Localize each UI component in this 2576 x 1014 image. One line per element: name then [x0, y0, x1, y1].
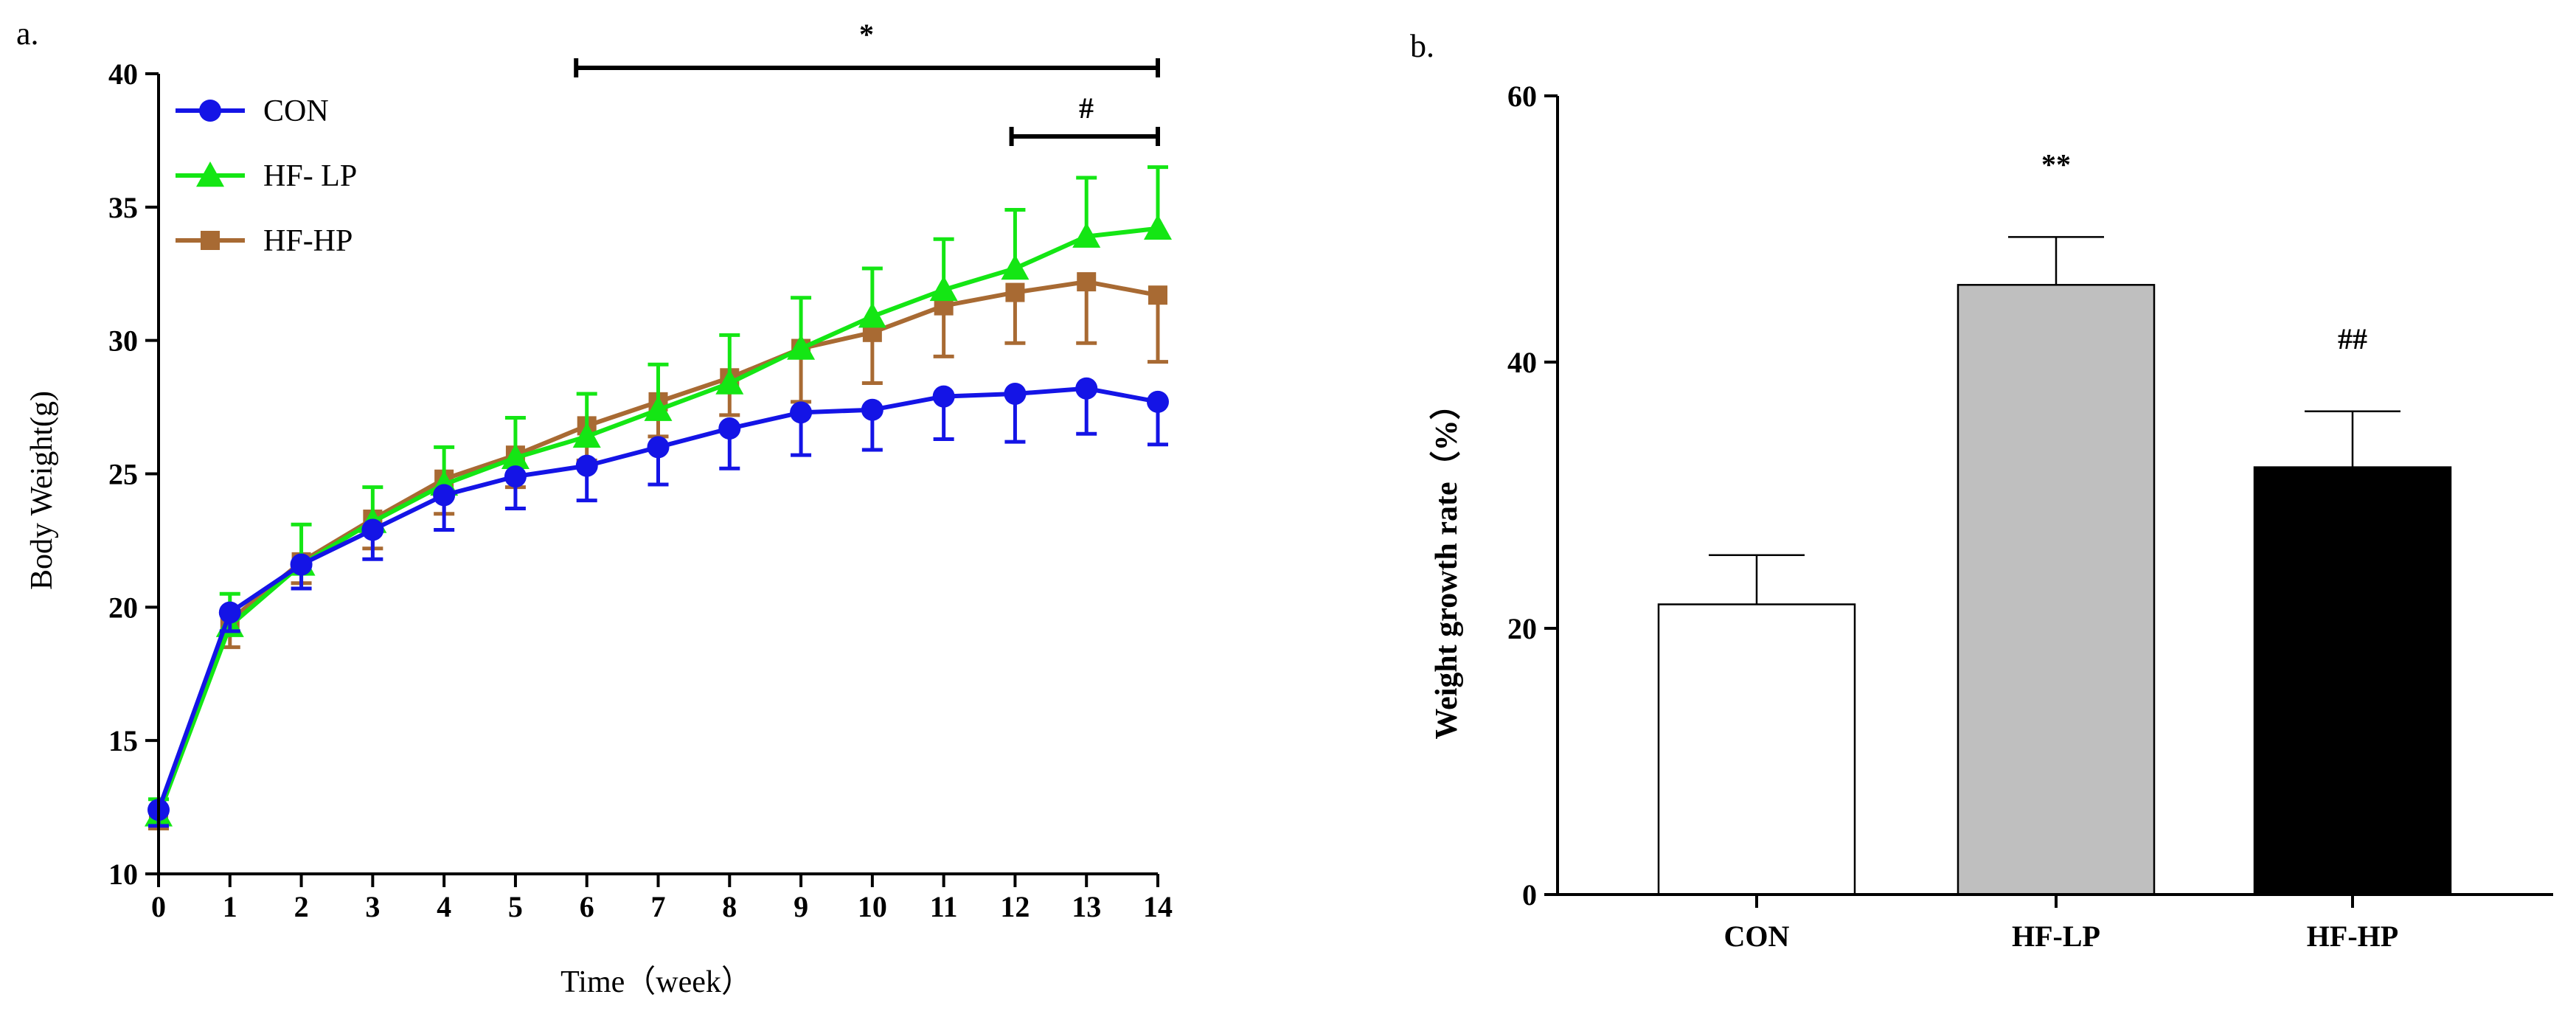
data-point	[290, 553, 313, 576]
y-tick-label: 10	[108, 858, 138, 891]
data-point	[647, 436, 670, 459]
data-point	[361, 518, 384, 541]
panel-a-label: a.	[16, 15, 39, 52]
series-line	[156, 226, 1159, 816]
x-tick-label: 0	[151, 890, 166, 923]
data-point	[1005, 282, 1025, 302]
series-con	[147, 377, 1169, 828]
category-label: HF-LP	[2012, 920, 2100, 953]
x-tick-label: 2	[294, 890, 309, 923]
series-line	[156, 279, 1159, 816]
data-point	[218, 601, 241, 624]
x-tick-label: 5	[508, 890, 523, 923]
x-axis-title: Time（week）	[560, 965, 752, 999]
panel-b-bar-chart: b. ** ## CON HF-LP HF-HP 0 20 40 60 Weight grow…	[1410, 28, 2553, 953]
y-tick-label: 30	[108, 324, 138, 358]
data-point	[929, 275, 958, 302]
data-point	[1148, 285, 1167, 305]
y-axis-title: Body Weight(g)	[25, 391, 59, 590]
significance-label: ##	[2338, 322, 2367, 355]
data-point	[433, 484, 456, 507]
y-tick-label: 40	[1507, 346, 1537, 379]
bar-hf-hp	[2253, 466, 2452, 896]
panel-b-label: b.	[1410, 28, 1434, 64]
y-tick-label: 20	[1507, 612, 1537, 645]
data-point	[1072, 222, 1101, 248]
category-label: CON	[1724, 920, 1790, 953]
y-tick-label: 25	[108, 458, 138, 491]
data-point	[787, 334, 816, 360]
bar-hf-lp	[1957, 284, 2156, 896]
data-point	[504, 465, 527, 488]
series-hf-lp	[145, 165, 1172, 827]
y-tick-label: 40	[108, 58, 138, 91]
data-point	[575, 454, 598, 477]
legend-label: HF- LP	[263, 159, 357, 193]
data-point	[1004, 383, 1027, 405]
x-tick-label: 6	[580, 890, 594, 923]
data-point	[1077, 272, 1097, 292]
bar-con	[1657, 603, 1856, 896]
data-point	[861, 398, 883, 421]
x-tick-label: 11	[930, 890, 958, 923]
legend-marker	[201, 231, 220, 250]
data-point	[1147, 390, 1169, 413]
legend: CON HF- LP HF-HP	[176, 94, 357, 258]
y-tick-label: 60	[1507, 80, 1537, 113]
y-tick-label: 35	[108, 191, 138, 224]
data-point	[1001, 254, 1030, 280]
data-point	[790, 401, 813, 424]
significance-label: #	[1079, 91, 1094, 125]
data-point	[1075, 377, 1098, 400]
category-label: HF-HP	[2307, 920, 2398, 953]
x-tick-label: 9	[794, 890, 808, 923]
x-tick-label: 7	[651, 890, 666, 923]
x-tick-label: 4	[437, 890, 451, 923]
data-point	[644, 395, 673, 421]
legend-marker	[199, 100, 221, 122]
data-point	[718, 417, 741, 440]
b-y-axis-title: Weight growth rate（%）	[1429, 389, 1464, 739]
y-tick-label: 0	[1522, 878, 1537, 911]
data-point	[715, 369, 744, 395]
data-point	[572, 422, 601, 448]
significance-label: *	[859, 18, 874, 51]
legend-label: HF-HP	[263, 224, 353, 258]
legend-label: CON	[263, 94, 329, 128]
x-tick-label: 8	[722, 890, 737, 923]
x-tick-label: 10	[858, 890, 887, 923]
data-point	[501, 443, 530, 469]
data-point	[1144, 214, 1172, 240]
data-point	[858, 302, 886, 328]
x-tick-label: 12	[1000, 890, 1030, 923]
x-tick-label: 13	[1072, 890, 1101, 923]
data-point	[932, 385, 955, 408]
x-tick-label: 14	[1143, 890, 1173, 923]
y-tick-label: 20	[108, 591, 138, 624]
x-tick-label: 1	[223, 890, 237, 923]
y-tick-label: 15	[108, 724, 138, 757]
legend-marker	[196, 162, 224, 187]
x-tick-label: 3	[365, 890, 380, 923]
significance-label: **	[2041, 147, 2071, 181]
